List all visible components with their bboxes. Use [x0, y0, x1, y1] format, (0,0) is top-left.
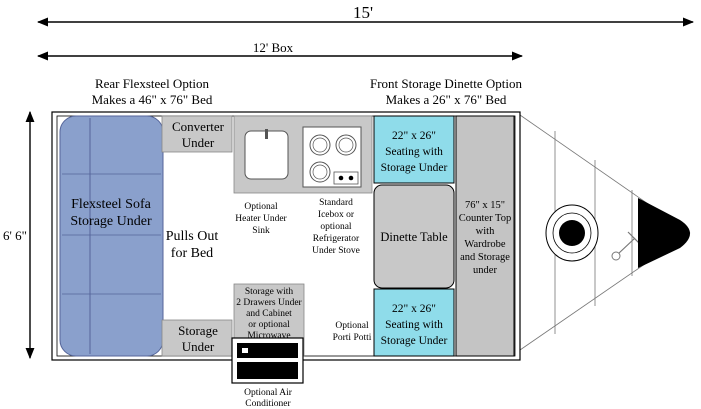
drawers-line3: and Cabinet — [246, 309, 292, 319]
galley-counter — [233, 115, 373, 194]
icebox-line3: optional — [320, 222, 351, 232]
seat-bottom: 22" x 26" Seating with Storage Under — [373, 288, 455, 357]
counter-line4: Wardrobe — [464, 239, 505, 250]
sofa-label-line1: Flexsteel Sofa — [71, 197, 151, 212]
counter-line3: with — [476, 226, 495, 237]
seat-top-line1: 22" x 26" — [392, 130, 436, 142]
counter-line1: 76" x 15" — [465, 200, 505, 211]
drawers-line1: Storage with — [245, 287, 294, 297]
seat-bottom-line2: Seating with — [385, 319, 443, 331]
trailer-tongue — [519, 114, 691, 351]
rear-option-line1: Rear Flexsteel Option — [95, 76, 210, 91]
seat-top: 22" x 26" Seating with Storage Under — [373, 115, 455, 184]
sofa-label-line2: Storage Under — [70, 214, 152, 229]
converter-line2: Under — [182, 135, 215, 150]
seat-top-line3: Storage Under — [381, 162, 448, 174]
porti-line1: Optional — [335, 321, 369, 331]
counter-line5: and Storage — [460, 252, 510, 263]
width-label: 6' 6" — [3, 228, 27, 243]
counter-wardrobe: 76" x 15" Counter Top with Wardrobe and … — [455, 115, 515, 357]
hitch-coupler-icon — [638, 198, 690, 268]
icebox-line5: Under Stove — [312, 246, 360, 256]
converter-line1: Converter — [172, 119, 225, 134]
drawers-line5: Microwave — [247, 331, 290, 341]
drawers-line2: 2 Drawers Under — [236, 298, 302, 308]
storage-under-cabinet: Storage Under — [161, 319, 233, 357]
heater-line1: Optional — [244, 202, 278, 212]
porti-line2: Porti Potti — [333, 333, 372, 343]
icebox-line1: Standard — [319, 198, 353, 208]
storage-under-line2: Under — [182, 339, 215, 354]
box-length-label: 12' Box — [253, 40, 294, 55]
storage-under-line1: Storage — [178, 323, 218, 338]
dinette-label: Dinette Table — [380, 230, 448, 244]
front-option-line2: Makes a 26" x 76" Bed — [386, 92, 507, 107]
counter-line6: under — [473, 265, 497, 276]
rear-option-line2: Makes a 46" x 76" Bed — [92, 92, 213, 107]
counter-line2: Counter Top — [459, 213, 511, 224]
ac-line1: Optional Air — [244, 388, 293, 398]
pulls-out-line1: Pulls Out — [166, 229, 219, 244]
converter-cabinet: Converter Under — [161, 115, 233, 153]
icebox-line4: Refrigerator — [313, 233, 360, 244]
heater-line3: Sink — [252, 226, 270, 236]
flexsteel-sofa: Flexsteel Sofa Storage Under — [59, 115, 164, 357]
heater-line2: Heater Under — [235, 214, 287, 224]
overall-length-label: 15' — [353, 3, 373, 22]
dinette-table: Dinette Table — [373, 184, 455, 289]
icebox-line2: Icebox or — [318, 210, 355, 220]
seat-top-line2: Seating with — [385, 146, 443, 158]
ac-line2: Conditioner — [245, 399, 291, 409]
drawers-line4: or optional — [248, 320, 290, 330]
front-option-line1: Front Storage Dinette Option — [370, 76, 523, 91]
seat-bottom-line3: Storage Under — [381, 335, 448, 347]
stove-icon — [302, 126, 362, 188]
pulls-out-line2: for Bed — [171, 246, 213, 261]
air-conditioner-icon — [231, 337, 304, 384]
seat-bottom-line1: 22" x 26" — [392, 303, 436, 315]
